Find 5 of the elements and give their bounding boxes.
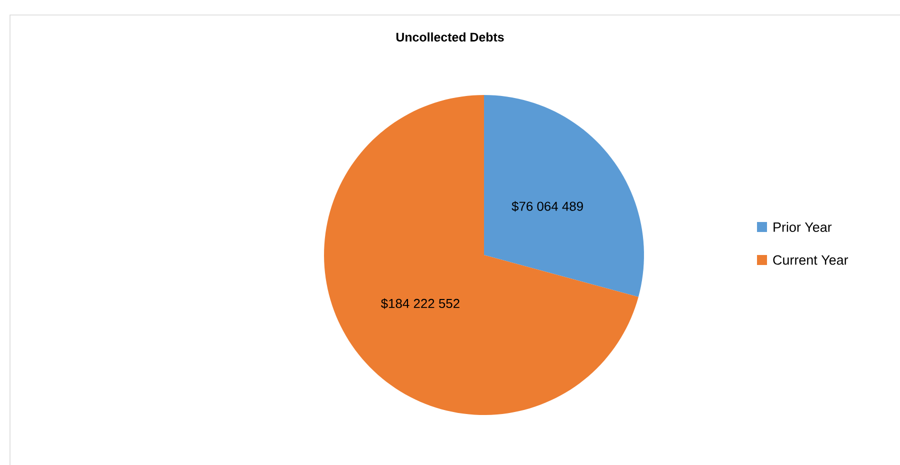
data-label: $76 064 489 <box>512 201 583 212</box>
legend-label: Current Year <box>773 255 848 265</box>
chart-title: Uncollected Debts <box>396 32 504 42</box>
legend-label: Prior Year <box>774 222 832 232</box>
data-label: $184 222 552 <box>380 298 460 309</box>
